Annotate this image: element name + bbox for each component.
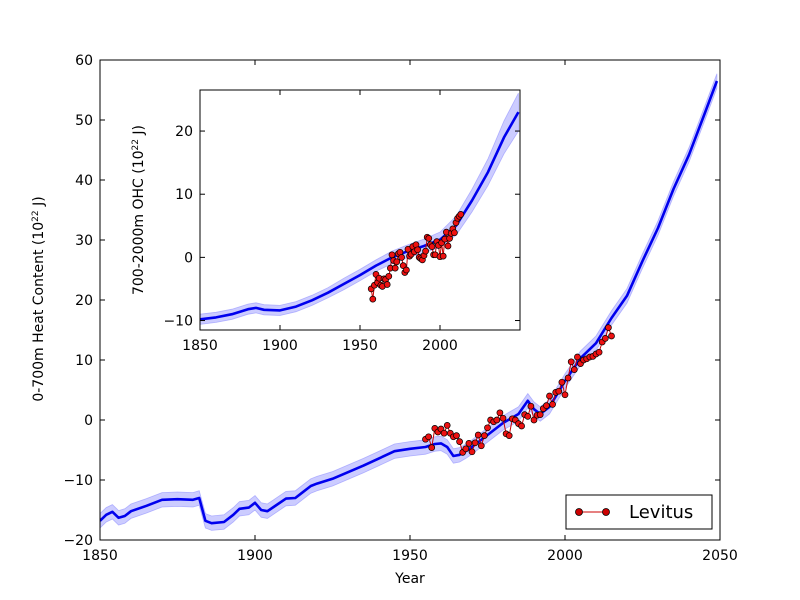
main-x-tick-label: 1900 (237, 548, 273, 564)
main-levitus-point (595, 348, 603, 356)
main-levitus-point (546, 392, 553, 400)
main-y-tick-label: 60 (75, 53, 93, 69)
main-levitus-point (484, 424, 491, 432)
inset-series (200, 111, 520, 321)
legend-marker-levitus-left (575, 508, 583, 516)
main-levitus-point (558, 378, 566, 386)
inset-levitus-point (383, 281, 391, 288)
inset-levitus-point (385, 272, 393, 280)
inset-y-axis-label-exponent: 22 (131, 139, 141, 150)
inset-y-axis-label-unit: J) (131, 125, 147, 139)
main-y-tick-label: 50 (75, 113, 93, 129)
inset-y-tick-label: 20 (175, 124, 193, 140)
inset-x-tick-label: 1850 (182, 338, 218, 354)
main-y-axis-label: 0-700m Heat Content (1022 J) (31, 196, 47, 401)
inset-ticks: 1850 1900 1950 2000 −10 0 10 20 (163, 90, 520, 354)
main-y-tick-label: 40 (75, 173, 93, 189)
inset-y-tick-label: 0 (184, 250, 193, 266)
legend-label-levitus: Levitus (629, 502, 693, 523)
main-levitus-point (601, 335, 609, 342)
inset-levitus-point (439, 252, 447, 260)
main-levitus-point (471, 439, 479, 447)
main-levitus-point (456, 438, 463, 445)
main-y-axis-label-exponent: 22 (31, 210, 41, 221)
main-y-tick-label: −10 (63, 473, 93, 489)
main-y-tick-label: 20 (75, 293, 93, 309)
main-levitus-point (561, 391, 569, 399)
inset-levitus-point (425, 235, 433, 242)
inset-levitus-point (422, 247, 429, 255)
main-levitus-point (530, 416, 538, 424)
main-y-tick-label: 30 (75, 233, 93, 249)
main-y-tick-label: 10 (75, 353, 93, 369)
main-levitus-point (605, 324, 612, 331)
legend: Levitus (565, 494, 713, 530)
main-y-axis-label-text: 0-700m Heat Content (10 (31, 222, 47, 402)
main-confidence-band (100, 73, 718, 531)
main-levitus-point (555, 387, 563, 395)
inset-levitus-point (388, 251, 396, 259)
inset-y-axis-label: 700-2000m OHC (1022 J) (131, 125, 147, 295)
main-levitus-point (499, 414, 507, 422)
main-levitus-point (443, 422, 451, 429)
main-ticks: 1850 1900 1950 2000 2050 −20 −10 0 10 20 30 40 50 60 (63, 53, 737, 564)
inset-x-tick-label: 1900 (262, 338, 298, 354)
inset-plot: 1850 1900 1950 2000 −10 0 10 20 700-2000m OHC (… (131, 89, 521, 354)
inset-levitus-point (369, 295, 377, 303)
main-levitus-point (543, 402, 550, 409)
main-band-area (100, 73, 718, 531)
main-levitus-point (518, 422, 525, 430)
main-levitus-point (428, 444, 436, 451)
inset-y-tick-label: −10 (163, 314, 193, 330)
main-y-axis-label-unit: J) (31, 196, 47, 210)
main-levitus-point (496, 409, 504, 417)
main-levitus-point (524, 413, 532, 420)
main-levitus-point (549, 401, 556, 408)
legend-marker-levitus-right (602, 508, 610, 516)
main-levitus-point (474, 431, 482, 439)
inset-levitus-point (393, 258, 401, 266)
inset-levitus-point (414, 246, 421, 254)
main-levitus-point (570, 366, 578, 373)
main-levitus-point (477, 442, 485, 450)
inset-levitus-point (398, 254, 405, 261)
main-x-tick-label: 1850 (82, 548, 118, 564)
inset-levitus-point (444, 242, 452, 250)
main-x-tick-label: 2000 (547, 548, 583, 564)
main-levitus-point (481, 432, 488, 439)
main-x-tick-label: 2050 (702, 548, 738, 564)
inset-levitus-point (399, 262, 407, 269)
main-levitus-point (564, 374, 572, 382)
main-x-axis-label: Year (394, 571, 425, 587)
main-levitus-point (505, 432, 513, 439)
inset-x-tick-label: 1950 (342, 338, 378, 354)
main-series (100, 80, 719, 525)
main-x-tick-label: 1950 (392, 548, 428, 564)
main-levitus-point (425, 433, 432, 441)
main-levitus-point (440, 429, 448, 437)
main-levitus-point (465, 440, 473, 447)
main-y-tick-label: −20 (63, 533, 93, 549)
inset-levitus-point (451, 229, 458, 237)
main-levitus-point (536, 411, 544, 418)
inset-levitus-point (428, 243, 436, 250)
main-plot: 1850 1900 1950 2000 2050−20−100102030405060 … (31, 53, 738, 587)
main-levitus-point (608, 332, 615, 340)
main-levitus-point (574, 353, 581, 361)
main-levitus-point (493, 416, 501, 424)
main-levitus-point (567, 358, 575, 366)
inset-levitus-point (403, 266, 410, 274)
inset-x-tick-label: 2000 (422, 338, 458, 354)
main-y-tick-label: 0 (84, 413, 93, 429)
main-levitus-point (462, 445, 470, 453)
inset-y-tick-label: 10 (175, 187, 193, 203)
main-levitus-point (527, 402, 535, 410)
main-levitus-point (468, 448, 476, 456)
main-levitus-point (453, 432, 460, 439)
inset-levitus-point (457, 211, 465, 218)
inset-model-line (200, 111, 520, 321)
inset-levitus-point (391, 264, 399, 272)
inset-y-axis-label-text: 700-2000m OHC (10 (131, 150, 147, 295)
